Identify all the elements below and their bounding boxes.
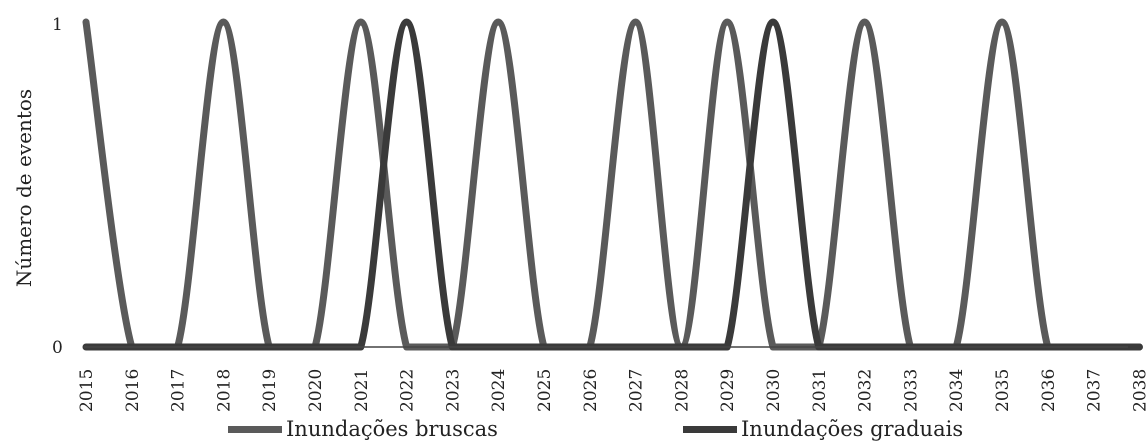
x-tick-label: 2024 [489,369,509,412]
x-tick-label: 2016 [123,369,143,412]
x-tick-label: 2028 [672,369,692,412]
x-tick-label: 2022 [398,369,418,412]
series-layer [82,18,1143,351]
x-tick-label: 2037 [1085,369,1105,412]
y-axis-label: Número de eventos [12,89,36,287]
x-tick-label: 2033 [901,369,921,412]
legend-label: Inundações graduais [741,417,964,441]
legend-label: Inundações bruscas [286,417,498,441]
x-tick-label: 2019 [260,369,280,412]
y-tick-label: 1 [52,15,63,35]
x-tick-label: 2026 [581,369,601,412]
x-tick-label: 2030 [764,369,784,412]
x-tick-label: 2021 [352,369,372,412]
legend-swatch [228,425,282,433]
legend-item-graduais: Inundações graduais [683,416,963,442]
x-tick-labels: 2015 2016 2017 2018 2019 2020 2021 2022 2023 2024… [77,369,1146,412]
x-tick-label: 2034 [947,369,967,412]
x-tick-label: 2036 [1039,369,1059,412]
x-tick-label: 2017 [169,369,189,412]
x-tick-label: 2038 [1130,369,1146,412]
x-tick-label: 2035 [993,369,1013,412]
series-line-1 [82,18,1143,351]
y-tick-label: 0 [52,338,63,358]
x-tick-label: 2018 [214,369,234,412]
x-tick-label: 2029 [718,369,738,412]
legend-swatch [683,425,737,433]
x-tick-label: 2015 [77,369,97,412]
x-tick-label: 2020 [306,369,326,412]
x-tick-label: 2023 [443,369,463,412]
x-tick-label: 2025 [535,369,555,412]
x-tick-label: 2031 [810,369,830,412]
x-tick-label: 2027 [627,369,647,412]
legend-item-bruscas: Inundações bruscas [228,416,498,442]
x-tick-label: 2032 [856,369,876,412]
